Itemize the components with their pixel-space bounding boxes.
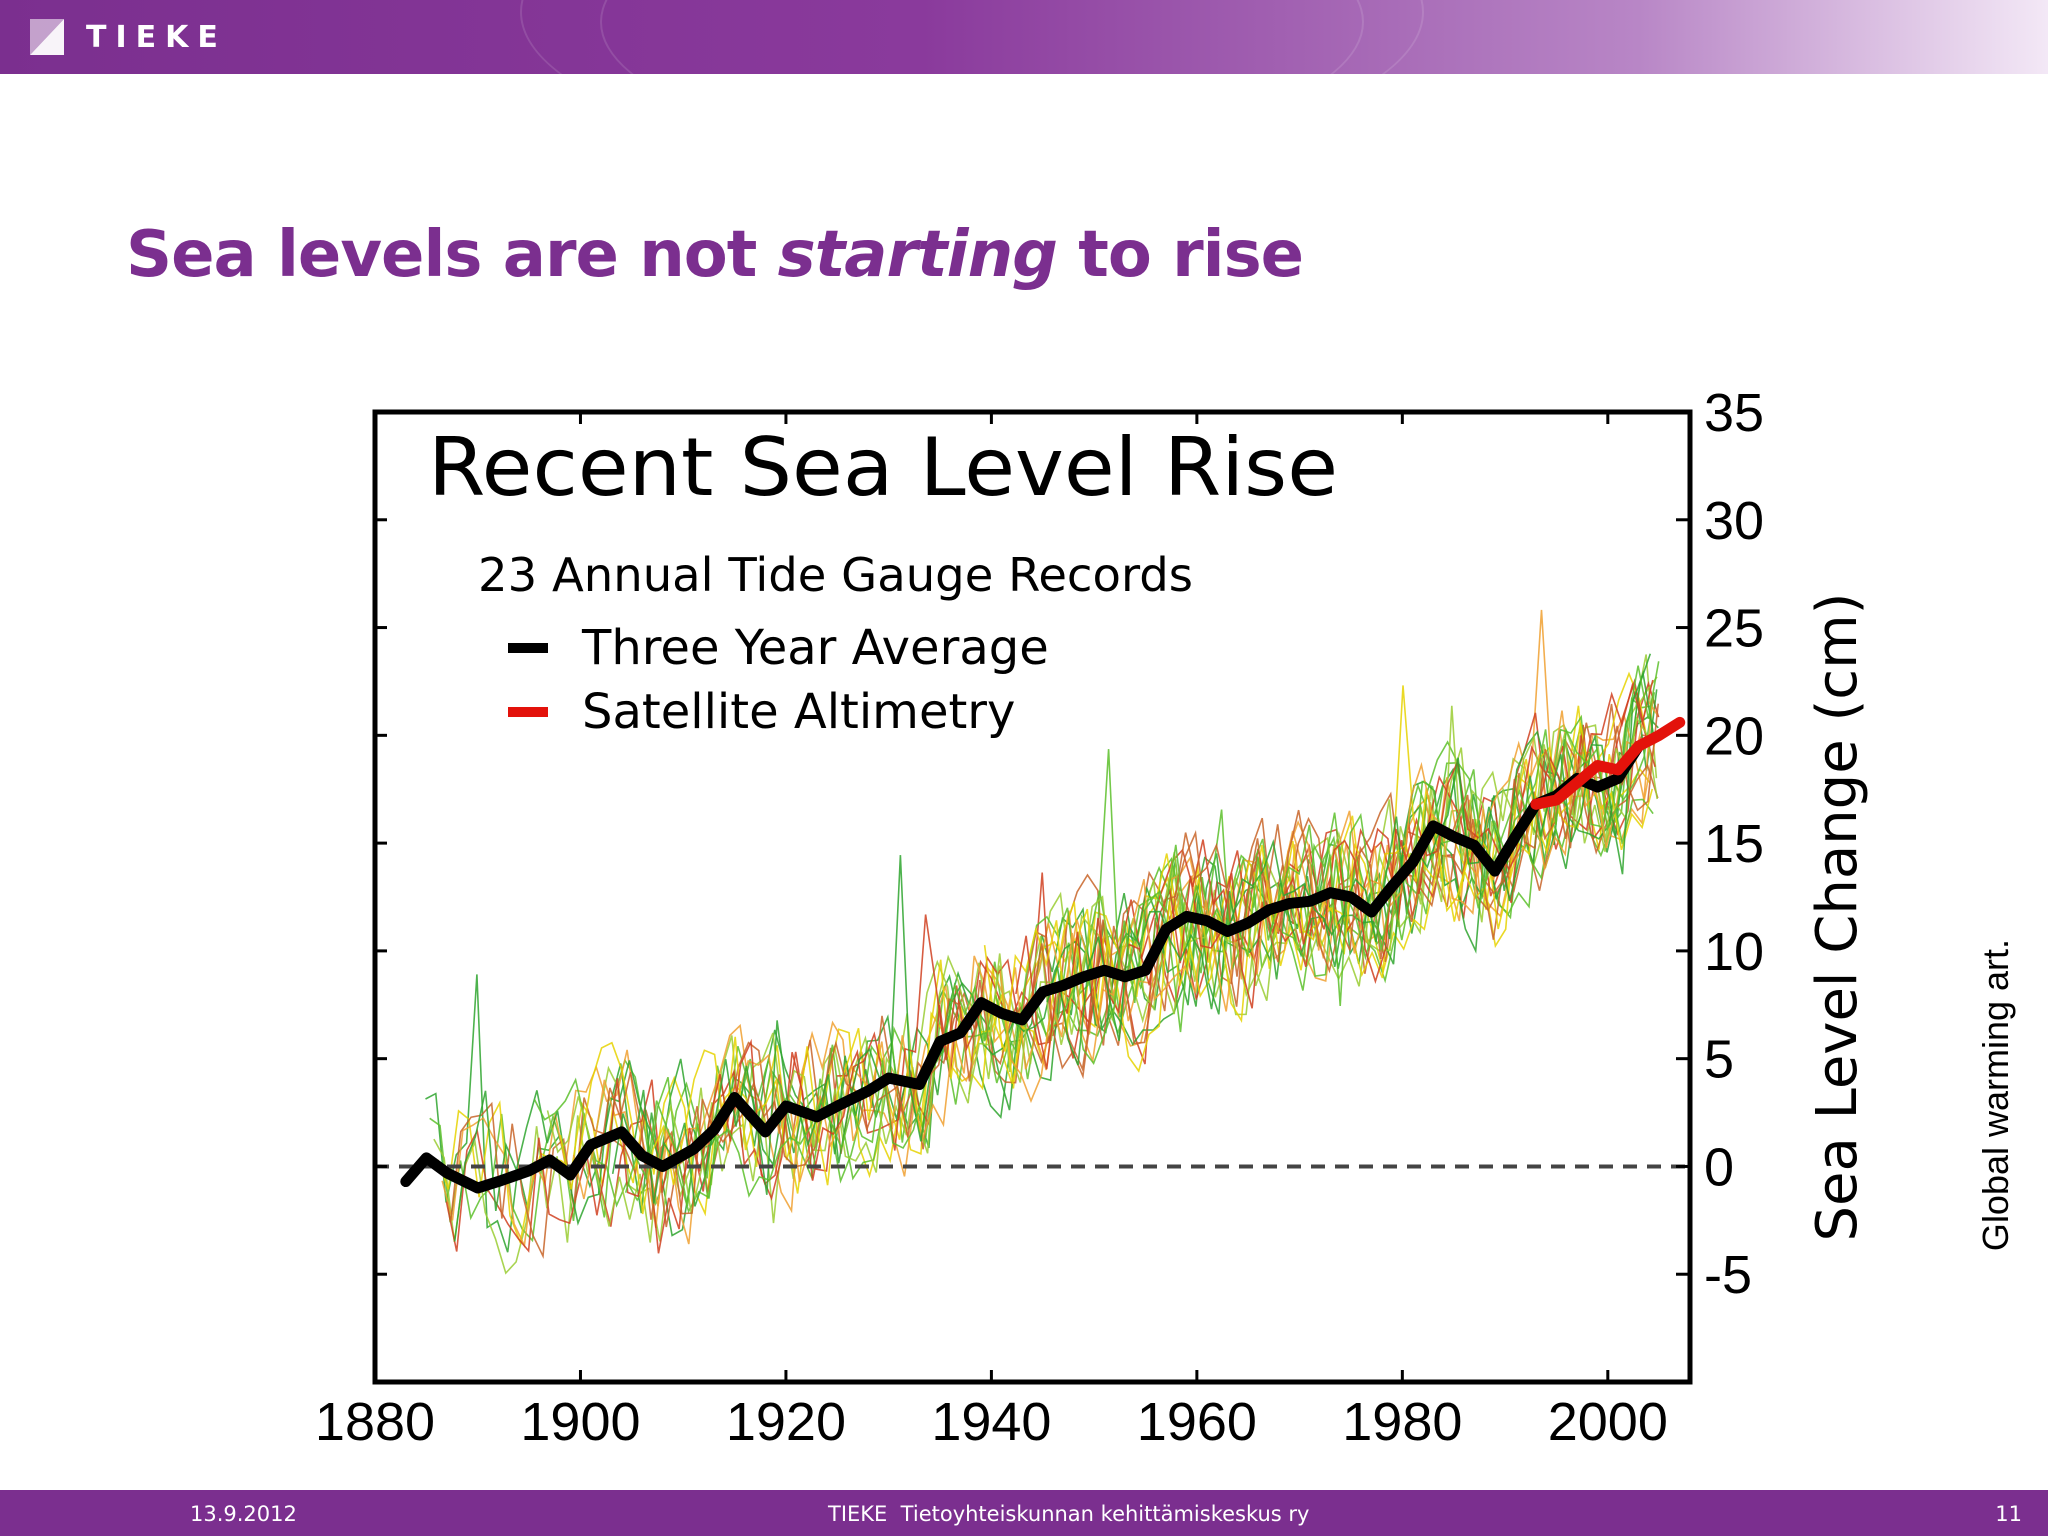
chart-subtitle: 23 Annual Tide Gauge Records (478, 548, 1193, 602)
tide-gauge-line (1015, 679, 1654, 1070)
y-tick-label: 5 (1704, 1030, 1734, 1090)
tide-gauge-line (1062, 661, 1660, 1065)
x-tick-label: 2000 (1548, 1392, 1668, 1452)
y-tick-label: 20 (1704, 706, 1764, 766)
y-tick-label: 25 (1704, 599, 1764, 659)
footer-date: 13.9.2012 (190, 1502, 297, 1526)
tide-gauge-line (611, 653, 1652, 1207)
tieke-logo[interactable]: TIEKE (28, 16, 227, 58)
y-tick-label: 15 (1704, 814, 1764, 874)
logo-mark-icon (30, 19, 64, 55)
slide-title-part-2: to rise (1056, 218, 1304, 292)
x-tick-label: 1900 (520, 1392, 640, 1452)
chart-title: Recent Sea Level Rise (428, 421, 1338, 514)
banner-swirl-decoration (600, 0, 1364, 74)
x-tick-label: 1980 (1342, 1392, 1462, 1452)
y-axis-label: Sea Level Change (cm) (1805, 593, 1870, 1242)
y-tick-label: 35 (1704, 383, 1764, 443)
x-tick-label: 1940 (931, 1392, 1051, 1452)
tide-gauge-line (624, 714, 1654, 1207)
x-tick-label: 1880 (315, 1392, 435, 1452)
logo-text: TIEKE (86, 19, 227, 55)
plot-frame (372, 409, 1693, 1385)
y-tick-label: 0 (1704, 1137, 1734, 1197)
top-banner: TIEKE (0, 0, 2048, 74)
legend-three-year-average-label: Three Year Average (581, 620, 1049, 676)
slide-title: Sea levels are not starting to rise (126, 218, 1304, 292)
slide-title-part-1: Sea levels are not (126, 218, 778, 292)
series-line-three-year-average (400, 740, 1645, 1194)
legend-satellite-altimetry-label: Satellite Altimetry (582, 684, 1015, 740)
x-tick-label: 1960 (1137, 1392, 1257, 1452)
tide-gauge-line (425, 715, 1659, 1253)
footer-page-number: 11 (1995, 1502, 2022, 1526)
x-tick-label: 1920 (726, 1392, 846, 1452)
y-tick-label: 10 (1704, 922, 1764, 982)
sea-level-chart: 1880 1900 1920 1940 1960 1980 2000 -5 0 5 10 15 20 25… (315, 383, 1870, 1452)
y-tick-label: 30 (1704, 491, 1764, 551)
footer-organization: TIEKE Tietoyhteiskunnan kehittämiskeskus… (828, 1502, 1310, 1526)
image-credit-text: Global warming art. (1975, 938, 2016, 1252)
y-tick-label: -5 (1704, 1245, 1752, 1305)
footer-bar: 13.9.2012 TIEKE Tietoyhteiskunnan kehitt… (0, 1490, 2048, 1536)
series-line-satellite-altimetry (1530, 716, 1686, 810)
slide-title-emphasis: starting (777, 218, 1058, 292)
